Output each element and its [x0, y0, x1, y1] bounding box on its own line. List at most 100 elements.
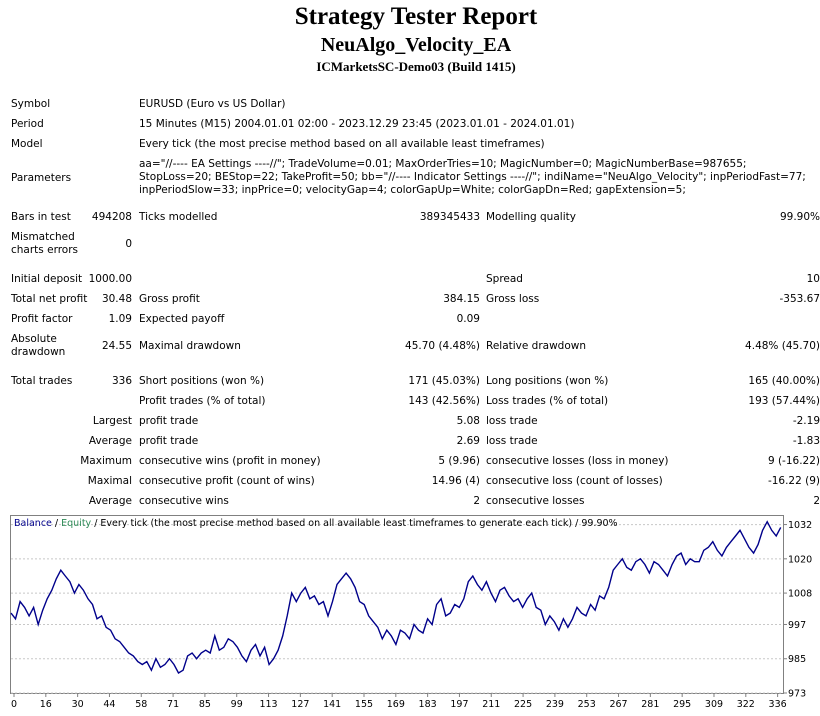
x-tick-label: 336 — [769, 699, 787, 710]
max-cons-wins-label: consecutive wins (profit in money) — [139, 455, 321, 467]
period-value: 15 Minutes (M15) 2004.01.01 02:00 - 2023… — [139, 118, 575, 130]
max-cons-losses-value: 9 (-16.22) — [767, 455, 820, 467]
largest-profit-label: profit trade — [139, 415, 199, 427]
balance-series-line — [10, 520, 782, 674]
balance-chart: Balance / Equity / Every tick (the most … — [10, 515, 812, 710]
ticks-label: Ticks modelled — [139, 211, 218, 223]
net-profit-value: 30.48 — [101, 293, 132, 305]
mismatched-value: 0 — [125, 238, 132, 250]
gross-profit-value: 384.15 — [443, 293, 480, 305]
spread-label: Spread — [486, 273, 523, 285]
x-tick-label: 309 — [705, 699, 723, 710]
average-loss-label: loss trade — [486, 435, 538, 447]
x-tick-label: 239 — [546, 699, 564, 710]
largest-loss-value: -2.19 — [792, 415, 820, 427]
total-trades-label: Total trades — [11, 375, 73, 387]
average-profit-value: 2.69 — [456, 435, 480, 447]
avg-cons-losses-value: 2 — [813, 495, 820, 507]
y-tick-label: 1032 — [788, 520, 812, 531]
legend-description: / Every tick (the most precise method ba… — [91, 518, 617, 529]
avg-cons-wins-value: 2 — [473, 495, 480, 507]
x-tick-label: 295 — [673, 699, 691, 710]
x-tick-label: 322 — [737, 699, 755, 710]
profit-trades-label: Profit trades (% of total) — [139, 395, 266, 407]
parameters-value: aa="//---- EA Settings ----//"; TradeVol… — [139, 158, 806, 196]
profit-factor-label: Profit factor — [11, 313, 73, 325]
max-cons-wins-value: 5 (9.96) — [438, 455, 480, 467]
rel-dd-value: 4.48% (45.70) — [745, 340, 820, 352]
x-tick-label: 183 — [419, 699, 437, 710]
gross-loss-value: -353.67 — [779, 293, 820, 305]
maximal-label: Maximal — [87, 475, 132, 487]
symbol-value: EURUSD (Euro vs US Dollar) — [139, 98, 286, 110]
largest-label: Largest — [92, 415, 132, 427]
avg-cons-wins-label: consecutive wins — [139, 495, 229, 507]
maximal-profit-label: consecutive profit (count of wins) — [139, 475, 315, 487]
profit-factor-value: 1.09 — [108, 313, 132, 325]
maximal-loss-value: -16.22 (9) — [767, 475, 820, 487]
maximum-label: Maximum — [80, 455, 132, 467]
expected-payoff-value: 0.09 — [456, 313, 480, 325]
parameters-label: Parameters — [11, 172, 72, 184]
x-tick-label: 211 — [482, 699, 500, 710]
bars-value: 494208 — [91, 211, 132, 223]
gross-profit-label: Gross profit — [139, 293, 200, 305]
x-axis: 0 16 30 44 58 71 85 99 113 127 141 155 169 183 197 211 2… — [11, 693, 787, 710]
short-label: Short positions (won %) — [139, 375, 265, 387]
y-tick-label: 985 — [788, 654, 806, 665]
server-build: ICMarketsSC-Demo03 (Build 1415) — [316, 59, 516, 74]
avg-cons-label: Average — [88, 495, 132, 507]
max-cons-losses-label: consecutive losses (loss in money) — [486, 455, 669, 467]
legend-balance: Balance — [14, 518, 52, 529]
loss-trades-value: 193 (57.44%) — [748, 395, 820, 407]
legend-equity: Equity — [61, 518, 91, 529]
y-tick-label: 1020 — [788, 554, 812, 565]
maximal-loss-label: consecutive loss (count of losses) — [486, 475, 663, 487]
average-profit-label: profit trade — [139, 435, 199, 447]
net-profit-label: Total net profit — [11, 293, 88, 305]
x-tick-label: 281 — [641, 699, 659, 710]
x-tick-label: 44 — [103, 699, 115, 710]
abs-dd-label: Absolute drawdown — [11, 333, 66, 358]
max-dd-value: 45.70 (4.48%) — [405, 340, 480, 352]
x-tick-label: 30 — [72, 699, 84, 710]
y-axis: 1032 1020 1008 997 985 973 — [783, 520, 812, 700]
x-tick-label: 113 — [259, 699, 277, 710]
gross-loss-label: Gross loss — [486, 293, 540, 305]
quality-label: Modelling quality — [486, 211, 576, 223]
average-label: Average — [88, 435, 132, 447]
x-tick-label: 16 — [40, 699, 52, 710]
x-tick-label: 225 — [514, 699, 532, 710]
model-label: Model — [11, 138, 43, 150]
x-tick-label: 99 — [231, 699, 243, 710]
largest-loss-label: loss trade — [486, 415, 538, 427]
chart-legend: Balance / Equity / Every tick (the most … — [14, 518, 618, 529]
x-tick-label: 169 — [387, 699, 405, 710]
model-value: Every tick (the most precise method base… — [139, 138, 545, 150]
chart-grid — [11, 524, 783, 694]
x-tick-label: 85 — [199, 699, 211, 710]
x-tick-label: 71 — [167, 699, 179, 710]
y-tick-label: 1008 — [788, 589, 812, 600]
long-label: Long positions (won %) — [486, 375, 609, 387]
x-tick-label: 267 — [609, 699, 627, 710]
largest-profit-value: 5.08 — [456, 415, 480, 427]
total-trades-value: 336 — [111, 375, 132, 387]
chart-frame — [10, 515, 784, 694]
y-tick-label: 973 — [788, 689, 806, 700]
x-tick-label: 197 — [450, 699, 468, 710]
ticks-value: 389345433 — [419, 211, 480, 223]
bars-label: Bars in test — [11, 211, 71, 223]
x-tick-label: 141 — [323, 699, 341, 710]
short-value: 171 (45.03%) — [408, 375, 480, 387]
avg-cons-losses-label: consecutive losses — [486, 495, 585, 507]
report-header: Strategy Tester Report NeuAlgo_Velocity_… — [0, 0, 820, 76]
average-loss-value: -1.83 — [792, 435, 820, 447]
abs-dd-value: 24.55 — [101, 340, 132, 352]
x-tick-label: 155 — [355, 699, 373, 710]
report-title: Strategy Tester Report — [294, 3, 538, 30]
deposit-label: Initial deposit — [11, 273, 83, 285]
profit-trades-value: 143 (42.56%) — [408, 395, 480, 407]
long-value: 165 (40.00%) — [748, 375, 820, 387]
period-label: Period — [11, 118, 44, 130]
